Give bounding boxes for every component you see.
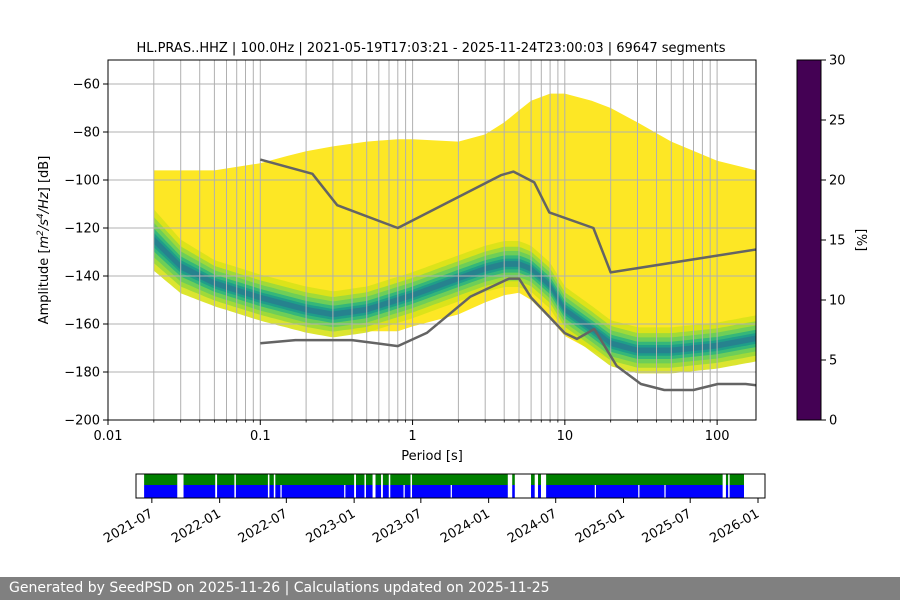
y-tick-label: −180: [64, 366, 100, 381]
timeline-minor-gap: [664, 485, 666, 498]
plot-area: 0.01 0.1 1 10 100 −60 −80 −100 −120 −140 −160 −180 −…: [64, 59, 757, 445]
timeline-minor-gap: [280, 485, 282, 498]
timeline-gap: [388, 474, 391, 498]
timeline-tick-label: 2021-07: [101, 506, 156, 546]
timeline-minor-gap: [403, 485, 405, 498]
timeline-tick-label: 2022-07: [236, 506, 291, 546]
timeline-gap: [364, 474, 366, 498]
timeline-gap: [234, 474, 236, 498]
timeline-minor-gap: [638, 485, 640, 498]
colorbar-gradient: [796, 59, 822, 421]
timeline-gap: [507, 474, 513, 498]
timeline-gap: [540, 474, 547, 498]
colorbar-tick-label: 30: [829, 54, 846, 69]
x-axis-label: Period [s]: [401, 449, 463, 464]
timeline-blue-band: [144, 485, 744, 498]
timeline-gap: [381, 474, 383, 498]
colorbar-label: [%]: [853, 229, 868, 252]
x-tick-label: 0.1: [250, 429, 271, 444]
x-tick-label: 10: [557, 429, 574, 444]
chart-title: HL.PRAS..HHZ | 100.0Hz | 2021-05-19T17:0…: [136, 41, 725, 56]
timeline-gap: [177, 474, 184, 498]
timeline-gap: [534, 474, 539, 498]
colorbar-tick-label: 10: [829, 294, 846, 309]
timeline-tick-label: 2024-07: [505, 506, 560, 546]
timeline-minor-gap: [594, 485, 596, 498]
colorbar-tick-label: 0: [829, 414, 837, 429]
density-layer-2: [153, 222, 756, 364]
y-tick-label: −60: [73, 78, 100, 93]
footer-bar: Generated by SeedPSD on 2025-11-26 | Cal…: [0, 577, 900, 600]
footer-text: Generated by SeedPSD on 2025-11-26 | Cal…: [9, 580, 550, 596]
plot-frame: [107, 59, 757, 421]
nlnm-line: [260, 277, 756, 392]
timeline-gap: [728, 474, 730, 498]
timeline-frame: [135, 473, 766, 499]
timeline-gap: [514, 474, 532, 498]
x-tick-label: 0.01: [94, 429, 123, 444]
timeline-gap: [267, 474, 270, 498]
noise-model-lines: [259, 158, 756, 392]
x-tick-label: 100: [705, 429, 730, 444]
y-tick-label: −140: [64, 270, 100, 285]
y-tick-label: −80: [73, 126, 100, 141]
colorbar-tick-label: 15: [829, 234, 846, 249]
timeline-gap: [410, 474, 413, 498]
density-layer-4: [153, 232, 756, 356]
plot-axes: 0.01 0.1 1 10 100 −60 −80 −100 −120 −140 −160 −180 −…: [64, 78, 729, 445]
timeline-tick-label: 2025-01: [573, 506, 628, 546]
timeline-tick-label: 2023-07: [370, 506, 425, 546]
timeline-tick-label: 2022-01: [169, 506, 224, 546]
grid-lines: [108, 60, 756, 420]
y-tick-label: −160: [64, 318, 100, 333]
timeline-gap: [372, 474, 376, 498]
timeline-tick-label: 2023-01: [304, 506, 359, 546]
psd-figure: HL.PRAS..HHZ | 100.0Hz | 2021-05-19T17:0…: [36, 41, 868, 547]
timeline-gap: [273, 474, 276, 498]
y-axis-label: Amplitude [m2/s4/Hz] [dB]: [36, 156, 52, 325]
y-tick-label: −100: [64, 174, 100, 189]
timeline-tick-label: 2024-01: [438, 506, 493, 546]
timeline-tick-label: 2026-01: [707, 506, 762, 546]
y-tick-label: −120: [64, 222, 100, 237]
nhnm-line: [259, 158, 756, 274]
timeline-minor-gap: [450, 485, 452, 498]
timeline-green-band: [144, 474, 744, 485]
colorbar-tick-label: 5: [829, 354, 837, 369]
timeline-minor-gap: [344, 485, 346, 498]
colorbar-tick-label: 20: [829, 174, 846, 189]
timeline-gap: [722, 474, 726, 498]
y-tick-label: −200: [64, 414, 100, 429]
timeline-tick-label: 2025-07: [640, 506, 695, 546]
timeline-gap: [215, 474, 218, 498]
colorbar: 0 5 10 15 20 25 30: [796, 54, 846, 429]
density-heatmap: [153, 209, 756, 374]
x-tick-label: 1: [408, 429, 416, 444]
timeline-gap: [354, 474, 356, 498]
data-availability-timeline: 2021-07 2022-01 2022-07 2023-01 2023-07 2024-…: [101, 473, 766, 547]
colorbar-tick-label: 25: [829, 114, 846, 129]
